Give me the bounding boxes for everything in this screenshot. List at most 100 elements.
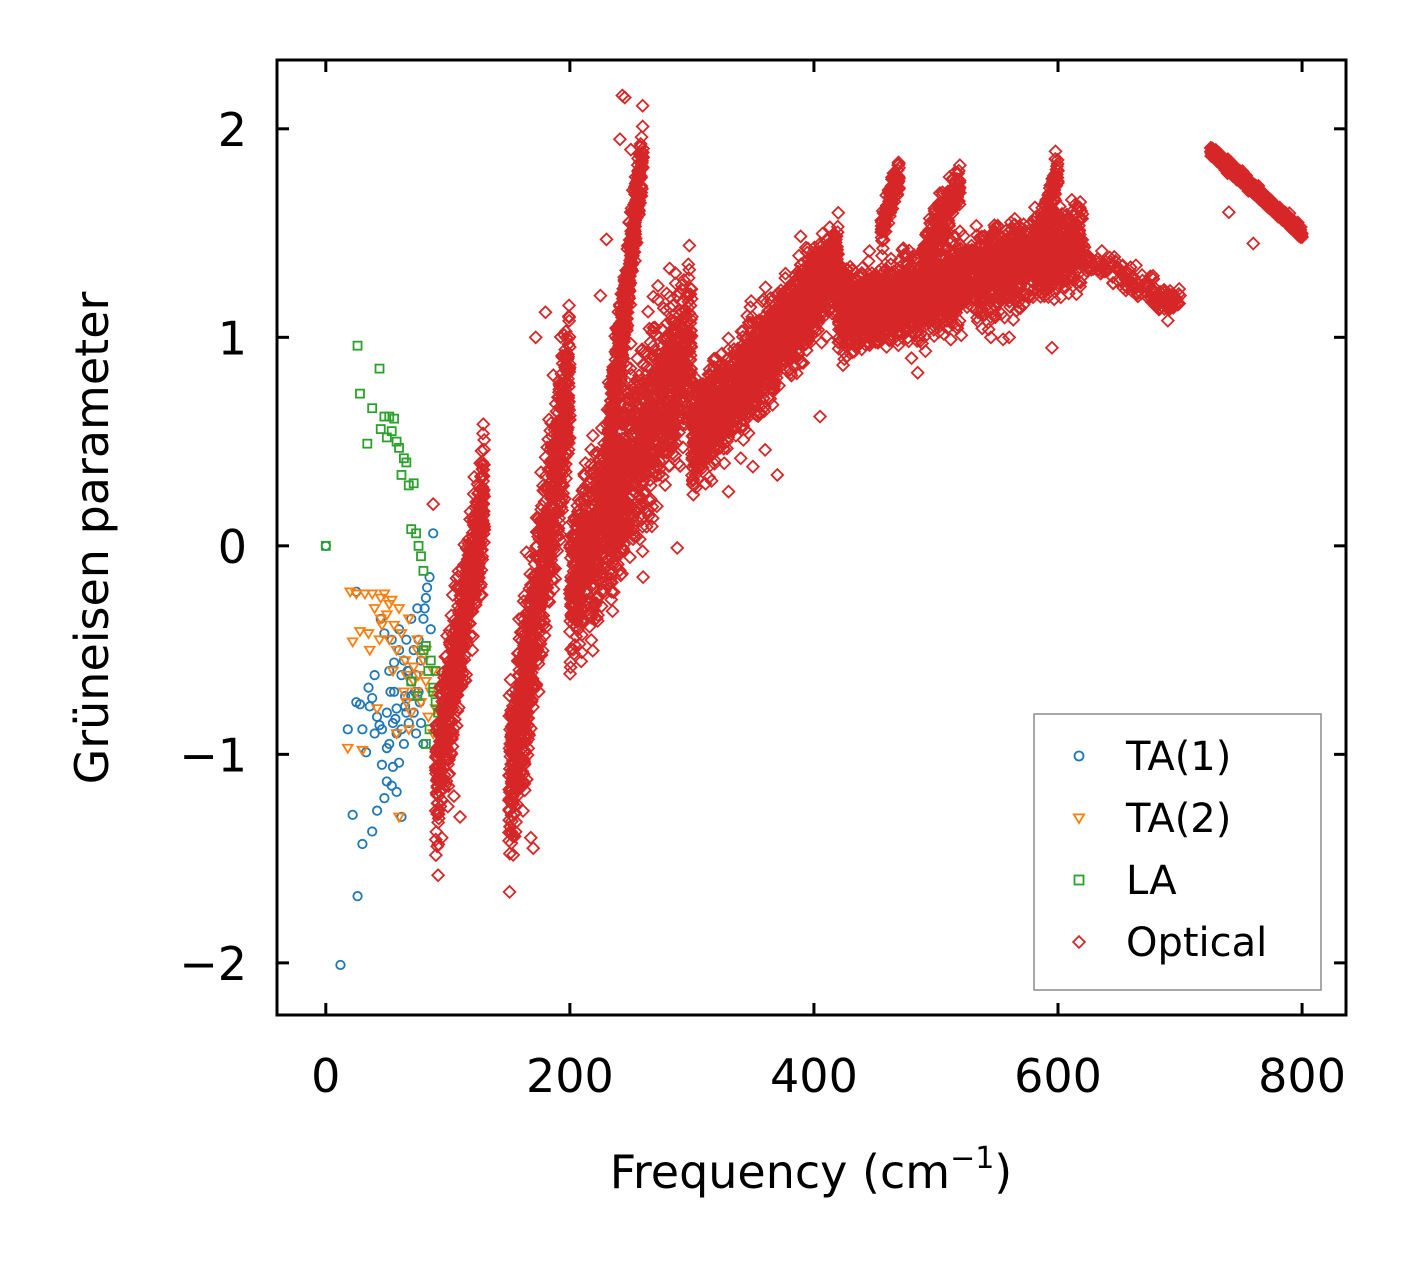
data-point: [391, 786, 402, 797]
data-point: [412, 670, 425, 682]
data-point: [449, 687, 465, 702]
data-point: [522, 621, 537, 637]
data-point: [377, 589, 391, 601]
data-point: [441, 712, 456, 727]
data-point: [416, 551, 426, 562]
data-point: [541, 561, 556, 576]
data-point: [386, 426, 397, 437]
data-point: [555, 429, 570, 445]
data-point: [504, 835, 519, 851]
data-point: [428, 847, 443, 863]
data-point: [509, 797, 525, 812]
data-point: [619, 447, 634, 463]
data-point: [379, 793, 390, 804]
data-point: [552, 378, 567, 393]
data-point: [551, 485, 566, 500]
data-point: [524, 618, 539, 633]
data-point: [362, 629, 375, 640]
data-point: [578, 483, 593, 498]
data-point: [512, 738, 527, 753]
data-point: [509, 711, 524, 726]
data-point: [347, 809, 358, 820]
data-point: [520, 717, 536, 733]
data-point: [552, 515, 567, 531]
data-point: [616, 518, 632, 533]
data-point: [419, 603, 430, 614]
data-point: [475, 468, 491, 483]
data-point: [551, 521, 566, 536]
data-point: [475, 426, 491, 441]
data-point: [436, 738, 451, 753]
data-point: [554, 500, 569, 515]
data-point: [643, 335, 658, 350]
data-point: [349, 589, 363, 601]
data-point: [555, 486, 571, 501]
data-point: [374, 614, 388, 626]
data-point: [367, 692, 378, 704]
data-point: [381, 707, 392, 718]
data-point: [443, 669, 458, 685]
data-point: [650, 278, 666, 293]
data-point: [428, 528, 439, 539]
data-point: [662, 261, 677, 276]
data-point: [439, 648, 454, 664]
series-ta-1-: [320, 528, 439, 971]
data-point: [355, 388, 365, 399]
data-point: [649, 499, 665, 514]
data-point: [585, 428, 600, 443]
data-point: [390, 645, 404, 657]
data-point: [519, 665, 534, 680]
data-point: [417, 656, 430, 667]
data-point: [538, 503, 554, 518]
data-point: [519, 545, 534, 560]
data-point: [440, 751, 456, 767]
data-point: [506, 847, 521, 863]
data-point: [560, 420, 575, 435]
data-point: [510, 771, 525, 786]
data-point: [568, 612, 583, 627]
data-point: [666, 420, 681, 435]
data-point: [398, 738, 410, 750]
data-point: [566, 646, 582, 661]
data-point: [429, 773, 444, 788]
data-point: [433, 763, 448, 778]
data-point: [628, 379, 643, 394]
data-point: [531, 656, 546, 672]
data-point: [346, 637, 360, 649]
data-point: [568, 604, 583, 620]
data-point: [391, 436, 402, 447]
data-point: [418, 565, 429, 576]
data-point: [585, 643, 600, 658]
data-point: [421, 712, 435, 724]
data-point: [546, 468, 562, 484]
data-point: [604, 584, 619, 599]
data-point: [444, 640, 459, 655]
data-point: [396, 470, 407, 480]
data-point: [382, 635, 396, 647]
data-point: [410, 635, 424, 647]
data-point: [425, 624, 436, 635]
data-point: [448, 578, 463, 593]
data-point: [400, 701, 411, 712]
data-point: [476, 417, 491, 432]
data-point: [418, 613, 429, 624]
data-point: [640, 502, 655, 518]
data-point: [558, 471, 574, 486]
series-optical: [426, 88, 1310, 900]
data-point: [508, 814, 524, 830]
data-point: [644, 519, 659, 534]
data-point: [562, 329, 577, 345]
data-point: [664, 372, 679, 387]
data-point: [465, 510, 480, 525]
data-point: [563, 642, 579, 657]
data-point: [406, 676, 417, 687]
data-point: [457, 537, 472, 552]
data-point: [536, 546, 551, 562]
data-point: [341, 743, 355, 755]
data-point: [650, 292, 666, 307]
data-point: [531, 584, 547, 599]
data-point: [447, 656, 463, 671]
data-point: [424, 572, 435, 583]
data-point: [640, 304, 656, 319]
data-point: [552, 532, 568, 548]
